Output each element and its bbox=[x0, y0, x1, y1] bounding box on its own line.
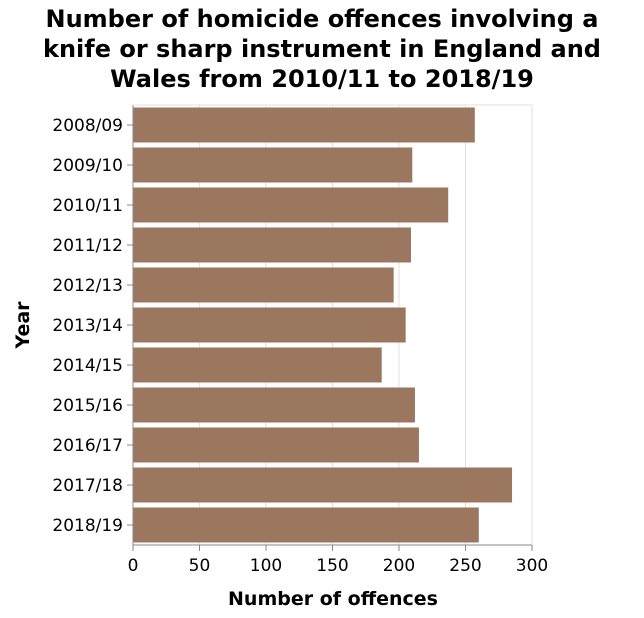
y-tick-label: 2013/14 bbox=[52, 316, 123, 336]
x-tick-label: 0 bbox=[128, 556, 139, 576]
bar bbox=[133, 427, 419, 463]
axes: 0 50 100 150 200 250 300 2008/09 2009/10 2010/11 2… bbox=[52, 104, 548, 576]
bar bbox=[133, 267, 394, 303]
x-tick-label: 250 bbox=[449, 556, 481, 576]
bars bbox=[133, 107, 513, 543]
bar bbox=[133, 307, 406, 343]
chart-title-line-1: Number of homicide offences involving a bbox=[45, 5, 599, 33]
x-tick-label: 50 bbox=[189, 556, 211, 576]
y-tick-label: 2015/16 bbox=[52, 396, 123, 416]
y-axis-title: Year bbox=[12, 301, 34, 350]
y-tick-label: 2012/13 bbox=[52, 276, 123, 296]
bar bbox=[133, 507, 479, 543]
chart-title: Number of homicide offences involving a … bbox=[0, 4, 644, 94]
x-axis-title: Number of offences bbox=[228, 588, 438, 610]
y-tick-label: 2018/19 bbox=[52, 516, 123, 536]
x-tick-label: 300 bbox=[516, 556, 548, 576]
x-tick-label: 100 bbox=[250, 556, 282, 576]
x-tick-label: 150 bbox=[316, 556, 348, 576]
y-tick-label: 2014/15 bbox=[52, 356, 123, 376]
y-tick-label: 2016/17 bbox=[52, 436, 123, 456]
y-tick-label: 2009/10 bbox=[52, 156, 123, 176]
bar bbox=[133, 107, 475, 143]
bar bbox=[133, 187, 449, 223]
y-tick-label: 2008/09 bbox=[52, 116, 123, 136]
chart-title-line-3: Wales from 2010/11 to 2018/19 bbox=[110, 65, 534, 93]
bar bbox=[133, 467, 513, 503]
chart-title-line-2: knife or sharp instrument in England and bbox=[43, 35, 601, 63]
bar bbox=[133, 227, 411, 263]
bar bbox=[133, 147, 413, 183]
y-tick-label: 2010/11 bbox=[52, 196, 123, 216]
bar bbox=[133, 387, 415, 423]
y-tick-label: 2011/12 bbox=[52, 236, 123, 256]
bar bbox=[133, 347, 382, 383]
x-tick-label: 200 bbox=[383, 556, 415, 576]
y-tick-label: 2017/18 bbox=[52, 476, 123, 496]
